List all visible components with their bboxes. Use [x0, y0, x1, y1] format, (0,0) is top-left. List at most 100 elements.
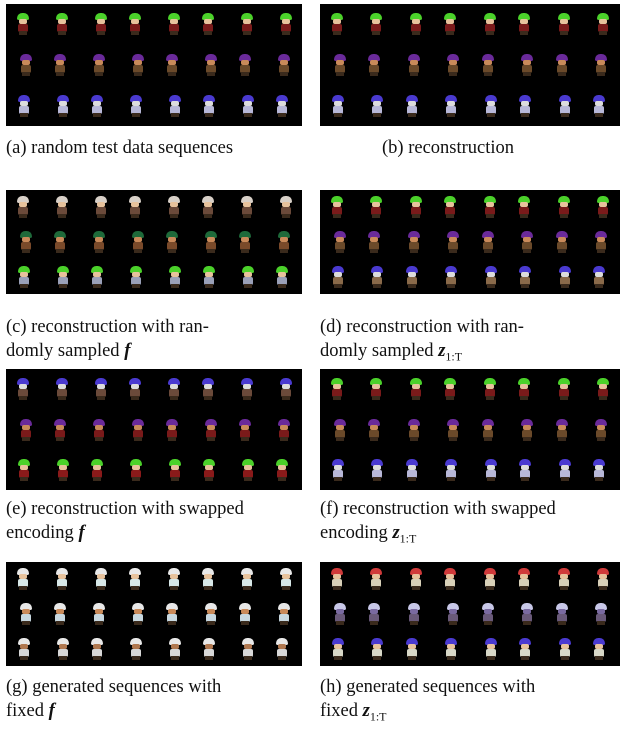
sprite-frame [557, 378, 571, 401]
sprite-frame [128, 378, 142, 401]
sprite-frame [201, 196, 215, 219]
sprite-frame [167, 378, 181, 401]
sprite-frame [17, 265, 31, 288]
sprite-frame [275, 637, 289, 660]
sprite-frame [90, 637, 104, 660]
sprite-frame [557, 13, 571, 36]
caption-line: domly sampled z1:T [320, 341, 463, 364]
caption-line: fixed f [6, 701, 55, 721]
math-symbol: z [392, 523, 400, 543]
sprite-frame [409, 13, 423, 36]
sprite-frame [19, 603, 33, 625]
sprite-frame [555, 231, 569, 253]
sprite-frame [238, 418, 252, 441]
sprite-frame [555, 418, 569, 441]
sprite-frame [407, 54, 421, 76]
sprite-frame [279, 196, 293, 219]
caption-line: (a) random test data sequences [6, 138, 234, 158]
sprite-frame [370, 458, 384, 481]
sprite-frame [277, 231, 291, 253]
sprite-frame [129, 637, 143, 660]
sprite-frame [240, 13, 254, 36]
sprite-frame [518, 265, 532, 288]
sprite-frame [405, 265, 419, 288]
caption-g: (g) generated sequences with fixed f [6, 675, 302, 723]
sprite-frame [168, 458, 182, 481]
sprite-frame [558, 458, 572, 481]
sprite-frame [275, 94, 289, 117]
sprite-frame [241, 265, 255, 288]
math-symbol: z [362, 701, 370, 721]
sprite-frame [409, 196, 423, 219]
sprite-frame [53, 603, 67, 625]
caption-f: (f) reconstruction with swapped encoding … [320, 497, 620, 551]
sprite-frame [55, 196, 69, 219]
sprite-frame [333, 54, 347, 76]
sprite-frame [370, 265, 384, 288]
sprite-frame [165, 603, 179, 625]
sprite-frame [367, 603, 381, 625]
sprite-frame [558, 637, 572, 660]
sprite-frame [279, 568, 293, 591]
sprite-frame [167, 13, 181, 36]
sprite-frame [90, 265, 104, 288]
sprite-frame [594, 54, 608, 76]
sprite-frame [517, 568, 531, 591]
sprite-frame [128, 196, 142, 219]
caption-line: encoding f [6, 523, 85, 543]
sprite-frame [131, 418, 145, 441]
sprite-frame [16, 568, 30, 591]
sprite-frame [131, 603, 145, 625]
sprite-frame [444, 94, 458, 117]
sprite-frame [594, 418, 608, 441]
panel-c-image [6, 190, 302, 294]
sprite-frame [484, 637, 498, 660]
sprite-frame [55, 568, 69, 591]
sprite-frame [19, 418, 33, 441]
panel-g-image [6, 562, 302, 666]
sprite-frame [92, 54, 106, 76]
sprite-frame [17, 637, 31, 660]
sprite-frame [94, 196, 108, 219]
sprite-frame [369, 378, 383, 401]
math-symbol: f [124, 341, 131, 361]
sprite-frame [279, 13, 293, 36]
sprite-frame [520, 603, 534, 625]
sprite-frame [592, 94, 606, 117]
sprite-frame [443, 568, 457, 591]
sprite-frame [596, 378, 610, 401]
sprite-frame [369, 196, 383, 219]
sprite-frame [131, 54, 145, 76]
sprite-frame [19, 54, 33, 76]
caption-line: (e) reconstruction with swapped [6, 499, 244, 519]
sprite-frame [168, 94, 182, 117]
sprite-frame [594, 231, 608, 253]
sprite-frame [90, 94, 104, 117]
panel-b-image [320, 4, 620, 126]
sprite-frame [279, 378, 293, 401]
sprite-frame [517, 13, 531, 36]
sprite-frame [444, 265, 458, 288]
sprite-frame [367, 231, 381, 253]
sprite-frame [165, 54, 179, 76]
sprite-frame [238, 54, 252, 76]
sprite-frame [201, 568, 215, 591]
sprite-frame [596, 568, 610, 591]
math-subscript: 1:T [369, 709, 387, 724]
panel-d-image [320, 190, 620, 294]
sprite-frame [128, 568, 142, 591]
sprite-frame [555, 603, 569, 625]
sprite-frame [518, 458, 532, 481]
caption-d: (d) reconstruction with ran-domly sample… [320, 315, 620, 369]
sprite-frame [369, 568, 383, 591]
panel-f-image [320, 369, 620, 490]
sprite-frame [201, 13, 215, 36]
sprite-frame [331, 637, 345, 660]
sprite-frame [370, 94, 384, 117]
sprite-frame [56, 458, 70, 481]
sprite-frame [16, 378, 30, 401]
sprite-frame [520, 418, 534, 441]
sprite-frame [331, 458, 345, 481]
sprite-frame [167, 196, 181, 219]
sprite-frame [241, 637, 255, 660]
